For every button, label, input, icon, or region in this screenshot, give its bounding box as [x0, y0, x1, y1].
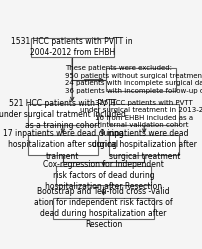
Text: 325 HCC patients with PVTT
under surgical treatment in 2013-20
16 from EHBH incl: 325 HCC patients with PVTT under surgica… [80, 100, 202, 128]
Text: Bootstrap and Ten-fold cross -valid
ation for independent risk factors of
dead d: Bootstrap and Ten-fold cross -valid atio… [34, 187, 173, 229]
FancyBboxPatch shape [31, 38, 114, 57]
Text: 17 inpatients were dead during
hospitalization after surgical
tralment: 17 inpatients were dead during hospitali… [2, 129, 123, 161]
FancyBboxPatch shape [28, 135, 98, 154]
Text: 9 inpatients were dead
during hospitalization after
surgical treatment: 9 inpatients were dead during hospitaliz… [92, 129, 197, 161]
FancyBboxPatch shape [28, 104, 98, 125]
Text: Cox-regression for Independent
risk factors of dead during
hospitalization after: Cox-regression for Independent risk fact… [43, 160, 164, 191]
FancyBboxPatch shape [56, 166, 151, 185]
Text: These patients were excluded:
950 patients without surgical treatment;
24 patien: These patients were excluded: 950 patien… [65, 65, 202, 94]
FancyBboxPatch shape [109, 104, 179, 125]
Text: 1531 HCC patients with PVTT in
2004-2012 from EHBH: 1531 HCC patients with PVTT in 2004-2012… [11, 37, 133, 57]
FancyBboxPatch shape [106, 68, 176, 91]
FancyBboxPatch shape [53, 198, 154, 219]
FancyBboxPatch shape [109, 135, 179, 154]
Text: 521 HCC patients with PVTT
under surgical tratment included
as a training cohort: 521 HCC patients with PVTT under surgica… [0, 99, 126, 130]
